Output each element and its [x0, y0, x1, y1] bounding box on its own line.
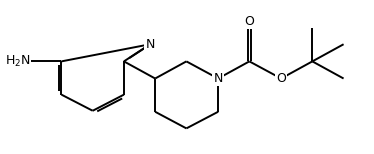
Text: N: N — [214, 72, 223, 85]
Text: O: O — [245, 15, 254, 28]
Text: H$_2$N: H$_2$N — [4, 54, 30, 69]
Text: O: O — [276, 72, 286, 85]
Text: N: N — [145, 38, 155, 51]
